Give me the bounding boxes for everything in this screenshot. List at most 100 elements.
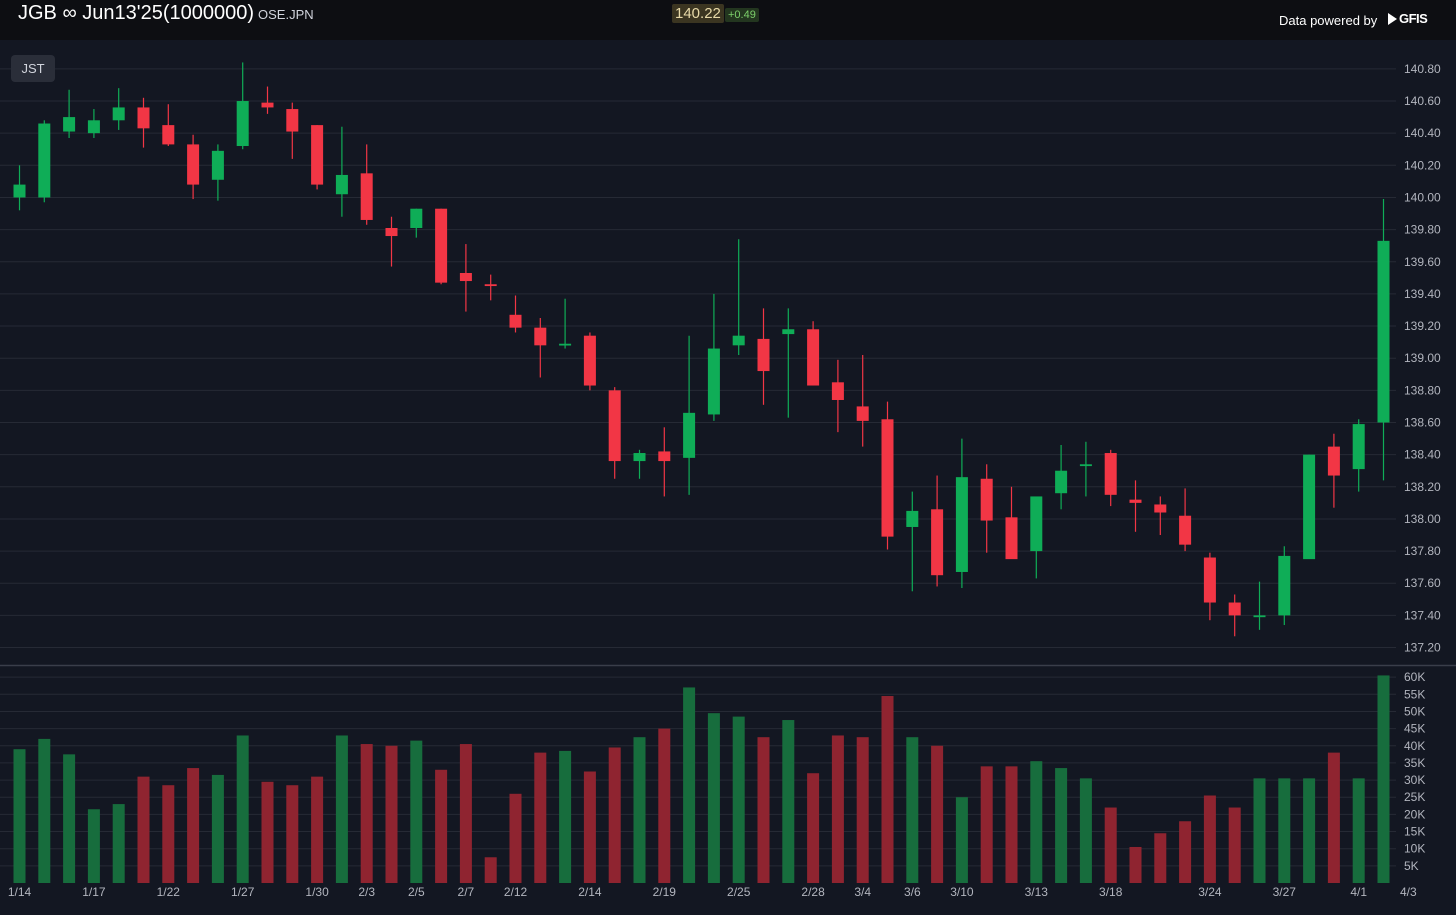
candle[interactable] xyxy=(1303,454,1316,560)
candle[interactable] xyxy=(534,318,547,378)
volume-bar[interactable] xyxy=(980,766,993,883)
candle[interactable] xyxy=(980,464,993,553)
candle[interactable] xyxy=(1179,488,1192,552)
candle[interactable] xyxy=(906,491,919,592)
volume-bar[interactable] xyxy=(1030,761,1043,883)
volume-bar[interactable] xyxy=(1179,821,1192,883)
volume-bar[interactable] xyxy=(707,713,720,883)
candle[interactable] xyxy=(1327,433,1340,508)
volume-bar[interactable] xyxy=(1377,675,1390,883)
candle[interactable] xyxy=(931,475,944,587)
candle[interactable] xyxy=(162,104,175,147)
candle[interactable] xyxy=(1203,552,1216,621)
candle[interactable] xyxy=(608,387,621,479)
volume-bar[interactable] xyxy=(112,804,125,883)
volume-bar[interactable] xyxy=(63,754,76,883)
candle[interactable] xyxy=(881,401,894,550)
volume-bar[interactable] xyxy=(1129,846,1142,883)
volume-bar[interactable] xyxy=(608,747,621,883)
candle[interactable] xyxy=(1228,594,1241,637)
volume-bar[interactable] xyxy=(211,774,224,883)
candle[interactable] xyxy=(311,125,324,190)
candle[interactable] xyxy=(335,126,348,217)
volume-bar[interactable] xyxy=(335,735,348,883)
candle[interactable] xyxy=(360,144,373,225)
candle[interactable] xyxy=(1278,546,1291,626)
volume-bar[interactable] xyxy=(856,737,869,883)
volume-bar[interactable] xyxy=(1104,807,1117,883)
volume-bar[interactable] xyxy=(87,809,100,883)
volume-bar[interactable] xyxy=(1228,807,1241,883)
volume-bar[interactable] xyxy=(658,728,671,883)
volume-bar[interactable] xyxy=(137,776,150,883)
candle[interactable] xyxy=(633,449,646,479)
candle[interactable] xyxy=(1005,486,1018,560)
candle[interactable] xyxy=(38,120,51,203)
volume-bar[interactable] xyxy=(1303,778,1316,883)
candle[interactable] xyxy=(484,274,497,301)
volume-bar[interactable] xyxy=(286,785,299,883)
volume-bar[interactable] xyxy=(1253,778,1266,883)
volume-bar[interactable] xyxy=(162,785,175,883)
candle[interactable] xyxy=(261,86,274,114)
volume-bar[interactable] xyxy=(410,740,423,883)
candle[interactable] xyxy=(782,308,795,418)
volume-bar[interactable] xyxy=(1154,833,1167,883)
volume-bar[interactable] xyxy=(534,752,547,883)
candle[interactable] xyxy=(955,438,968,589)
candle[interactable] xyxy=(683,335,696,495)
volume-bar[interactable] xyxy=(1079,778,1092,883)
volume-bar[interactable] xyxy=(583,771,596,883)
candle[interactable] xyxy=(732,239,745,355)
candle[interactable] xyxy=(807,321,820,386)
volume-bar[interactable] xyxy=(13,749,26,883)
volume-bar[interactable] xyxy=(435,769,448,883)
candle[interactable] xyxy=(1030,496,1043,579)
candle[interactable] xyxy=(856,354,869,447)
volume-bar[interactable] xyxy=(261,781,274,883)
candle[interactable] xyxy=(13,165,26,211)
candle[interactable] xyxy=(87,109,100,138)
volume-bar[interactable] xyxy=(807,773,820,883)
candle[interactable] xyxy=(757,308,770,405)
volume-bar[interactable] xyxy=(1278,778,1291,883)
candle[interactable] xyxy=(137,97,150,148)
volume-bar[interactable] xyxy=(906,737,919,883)
volume-bar[interactable] xyxy=(1055,768,1068,883)
candle[interactable] xyxy=(410,208,423,238)
timezone-button[interactable]: JST xyxy=(11,55,55,82)
candle[interactable] xyxy=(187,134,200,200)
volume-bar[interactable] xyxy=(360,744,373,883)
price-volume-chart[interactable]: 137.20 137.40 137.60 137.80 138.00 138.20 138.… xyxy=(0,40,1456,915)
candle[interactable] xyxy=(583,332,596,391)
volume-bar[interactable] xyxy=(559,750,572,883)
volume-bar[interactable] xyxy=(757,737,770,883)
candle[interactable] xyxy=(286,102,299,159)
volume-bar[interactable] xyxy=(1203,795,1216,883)
candle[interactable] xyxy=(1129,480,1142,532)
candle[interactable] xyxy=(459,244,472,312)
volume-bar[interactable] xyxy=(385,745,398,883)
candle[interactable] xyxy=(1253,581,1266,630)
volume-bar[interactable] xyxy=(236,735,249,883)
candle[interactable] xyxy=(1055,444,1068,510)
candle[interactable] xyxy=(1377,199,1390,481)
candle[interactable] xyxy=(509,295,522,333)
volume-bar[interactable] xyxy=(311,776,324,883)
volume-bar[interactable] xyxy=(633,737,646,883)
volume-bar[interactable] xyxy=(484,857,497,883)
volume-bar[interactable] xyxy=(955,797,968,883)
candle[interactable] xyxy=(435,208,448,285)
candle[interactable] xyxy=(385,216,398,267)
candle[interactable] xyxy=(1104,449,1117,507)
candle[interactable] xyxy=(211,144,224,201)
volume-bar[interactable] xyxy=(683,687,696,883)
volume-bar[interactable] xyxy=(732,716,745,883)
candle[interactable] xyxy=(63,89,76,138)
candle[interactable] xyxy=(1352,419,1365,492)
candle[interactable] xyxy=(1079,441,1092,497)
volume-bar[interactable] xyxy=(38,738,51,883)
candle[interactable] xyxy=(112,88,125,130)
volume-bar[interactable] xyxy=(1352,778,1365,883)
candle[interactable] xyxy=(559,298,572,349)
